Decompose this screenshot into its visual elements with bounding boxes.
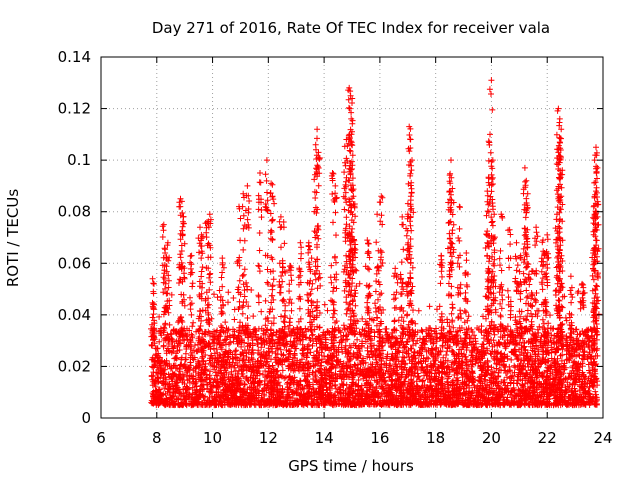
data-point xyxy=(279,367,286,374)
data-point xyxy=(186,376,192,383)
data-point xyxy=(404,338,411,345)
data-point xyxy=(171,355,178,362)
data-point xyxy=(350,350,357,357)
data-point xyxy=(504,374,510,381)
data-point xyxy=(156,338,163,345)
data-point xyxy=(338,368,345,374)
data-point xyxy=(444,378,450,385)
data-point xyxy=(168,291,175,298)
data-point xyxy=(573,326,580,333)
data-point xyxy=(355,377,362,383)
data-point xyxy=(372,300,378,307)
data-point xyxy=(250,313,257,320)
data-point xyxy=(471,384,478,391)
data-point xyxy=(516,351,523,358)
data-point xyxy=(186,327,193,334)
data-point xyxy=(423,354,430,361)
data-point xyxy=(272,356,279,363)
data-point xyxy=(371,329,378,336)
data-point xyxy=(535,329,542,336)
data-point xyxy=(382,326,389,332)
data-point xyxy=(277,346,284,353)
data-point xyxy=(302,325,309,332)
data-point xyxy=(160,343,167,350)
data-point xyxy=(574,290,581,296)
data-point xyxy=(563,317,570,324)
data-point xyxy=(513,380,520,387)
data-point xyxy=(446,323,453,330)
data-points xyxy=(148,77,602,409)
data-point xyxy=(592,388,599,395)
data-point xyxy=(329,372,336,379)
data-point xyxy=(216,287,223,294)
data-point xyxy=(427,383,434,390)
data-point xyxy=(402,374,409,381)
data-point xyxy=(211,376,218,383)
data-point xyxy=(199,355,205,362)
data-point xyxy=(380,306,387,313)
data-point xyxy=(356,280,363,287)
data-point xyxy=(209,330,216,337)
data-point xyxy=(463,362,470,369)
data-point xyxy=(322,358,329,365)
data-point xyxy=(359,315,366,322)
data-point xyxy=(419,378,426,385)
data-point xyxy=(211,291,217,298)
data-point xyxy=(491,331,498,338)
data-point xyxy=(309,332,316,339)
data-point xyxy=(202,352,209,358)
data-point xyxy=(527,343,534,350)
data-point xyxy=(309,331,316,338)
data-point xyxy=(398,314,405,321)
data-point xyxy=(465,313,472,320)
data-point xyxy=(330,374,337,381)
data-point xyxy=(536,323,543,330)
data-point xyxy=(419,328,426,335)
data-point xyxy=(394,279,401,286)
